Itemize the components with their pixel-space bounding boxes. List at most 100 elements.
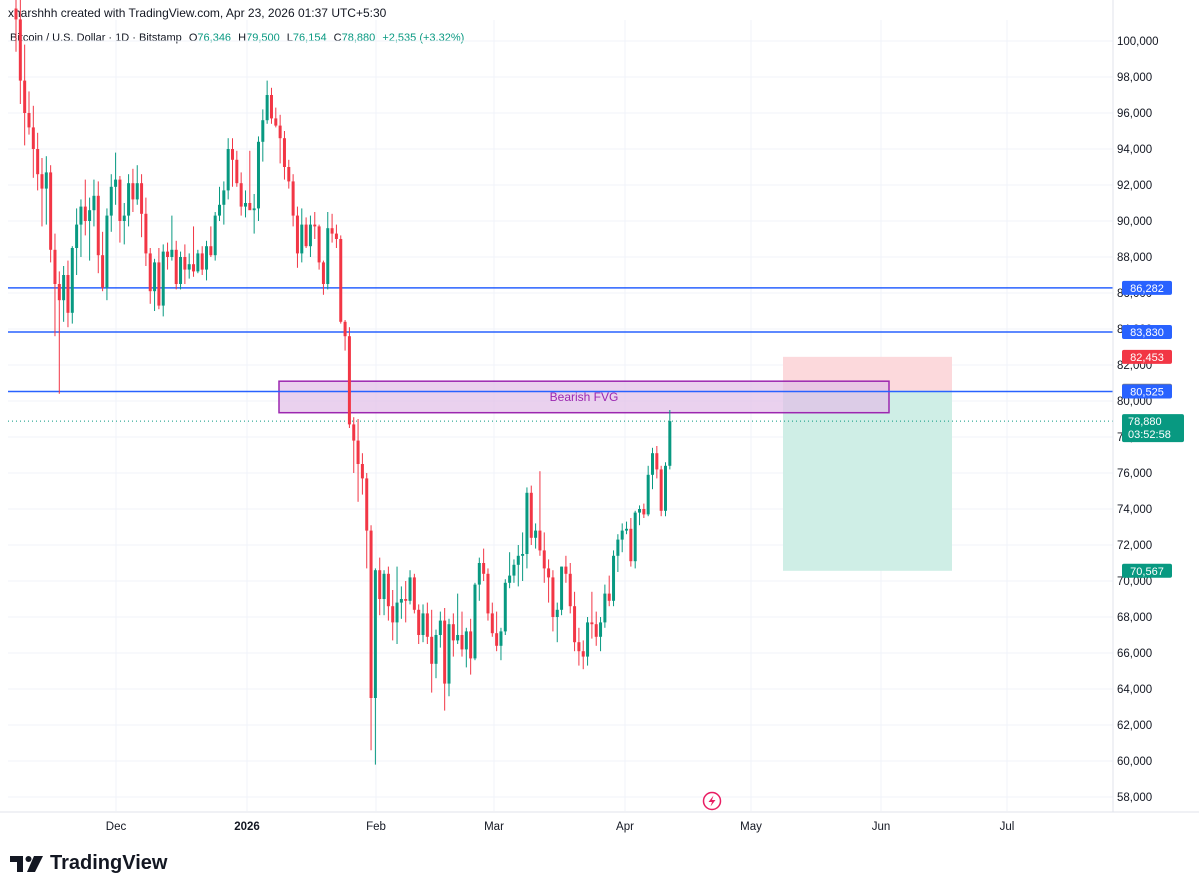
candle-body — [269, 95, 273, 119]
candle-body — [131, 183, 135, 200]
x-tick-label: Jun — [872, 821, 891, 833]
candle-body — [105, 215, 109, 288]
x-tick-label: Dec — [106, 821, 127, 833]
x-tick-label: Feb — [366, 821, 386, 833]
y-tick-label: 88,000 — [1117, 252, 1152, 264]
candle-body — [222, 190, 226, 205]
candle-body — [633, 512, 637, 562]
candle-body — [525, 492, 529, 554]
candlestick-series — [14, 0, 672, 765]
chart-created-caption: xharshhh created with TradingView.com, A… — [8, 6, 387, 20]
candle-body — [395, 602, 399, 623]
candle-body — [183, 257, 187, 270]
chart-zones: Bearish FVG — [278, 356, 952, 571]
candle-body — [408, 577, 412, 601]
candle-body — [252, 208, 256, 211]
candle-body — [127, 183, 131, 216]
flash-icon[interactable] — [702, 791, 722, 811]
candle-body — [573, 606, 577, 643]
candle-body — [256, 141, 260, 209]
candle-body — [118, 179, 122, 221]
candle-body — [265, 95, 269, 121]
candle-body — [295, 215, 299, 254]
candle-body — [317, 226, 321, 263]
stop-tag-text: 82,453 — [1130, 352, 1164, 364]
candle-body — [179, 257, 183, 284]
candle-body — [460, 635, 464, 650]
y-tick-label: 76,000 — [1117, 468, 1152, 480]
candle-body — [153, 262, 157, 292]
bearish-fvg-zone — [278, 380, 890, 414]
candle-body — [581, 651, 585, 657]
candle-body — [425, 613, 429, 637]
last-price-tag-bg — [1122, 414, 1184, 443]
candle-body — [646, 474, 650, 515]
candle-body — [386, 573, 390, 607]
level-tag-86282-bg — [1122, 280, 1172, 295]
candle-body — [473, 584, 477, 659]
candle-body — [187, 264, 191, 270]
candle-body — [482, 563, 486, 574]
candle-body — [391, 606, 395, 623]
candle-body — [399, 599, 403, 603]
candle-body — [166, 251, 170, 257]
candle-body — [538, 530, 542, 551]
candle-body — [321, 262, 325, 284]
candle-body — [226, 149, 230, 191]
candle-body — [304, 224, 308, 247]
candle-body — [434, 635, 438, 664]
candle-body — [92, 195, 96, 211]
x-tick-label: Apr — [616, 821, 634, 833]
candle-body — [174, 249, 178, 284]
candle-body — [568, 573, 572, 607]
target-tag-text: 70,567 — [1130, 566, 1164, 578]
candle-body — [88, 210, 92, 221]
candle-body — [607, 593, 611, 601]
candle-body — [75, 224, 79, 248]
y-tick-label: 74,000 — [1117, 504, 1152, 516]
candle-body — [14, 8, 18, 20]
candle-body — [499, 631, 503, 646]
candle-body — [248, 203, 252, 211]
level-tag-80525-bg — [1122, 384, 1172, 399]
candle-body — [231, 149, 234, 160]
candle-body — [243, 203, 247, 207]
candle-body — [209, 246, 213, 256]
candle-body — [49, 172, 53, 250]
candle-body — [516, 555, 520, 565]
candle-body — [512, 564, 516, 576]
candle-body — [308, 224, 312, 247]
candle-body — [629, 528, 633, 562]
tradingview-logo[interactable]: TradingView — [10, 852, 167, 875]
y-tick-label: 72,000 — [1117, 540, 1152, 552]
y-tick-label: 98,000 — [1117, 72, 1152, 84]
candle-body — [620, 530, 624, 540]
candle-body — [36, 149, 40, 175]
candle-body — [668, 421, 672, 466]
y-tick-label: 92,000 — [1117, 180, 1152, 192]
candle-body — [205, 246, 209, 270]
candle-body — [456, 635, 460, 641]
y-tick-label: 60,000 — [1117, 756, 1152, 768]
candle-body — [101, 255, 105, 288]
candle-body — [625, 528, 629, 531]
candle-body — [555, 609, 559, 617]
candle-body — [490, 613, 494, 634]
candle-body — [330, 228, 334, 234]
candle-body — [529, 492, 533, 538]
candle-body — [430, 636, 434, 664]
candle-body — [542, 550, 546, 569]
candle-body — [477, 563, 481, 585]
candle-body — [140, 183, 144, 214]
candle-body — [44, 172, 48, 189]
candle-body — [495, 633, 499, 646]
bearish-fvg-label: Bearish FVG — [550, 390, 619, 404]
x-tick-label: May — [740, 821, 762, 833]
candle-body — [612, 555, 616, 601]
candle-body — [451, 624, 455, 641]
candle-body — [114, 179, 118, 187]
candle-body — [594, 624, 598, 637]
candle-body — [343, 321, 347, 337]
candle-body — [508, 575, 512, 583]
